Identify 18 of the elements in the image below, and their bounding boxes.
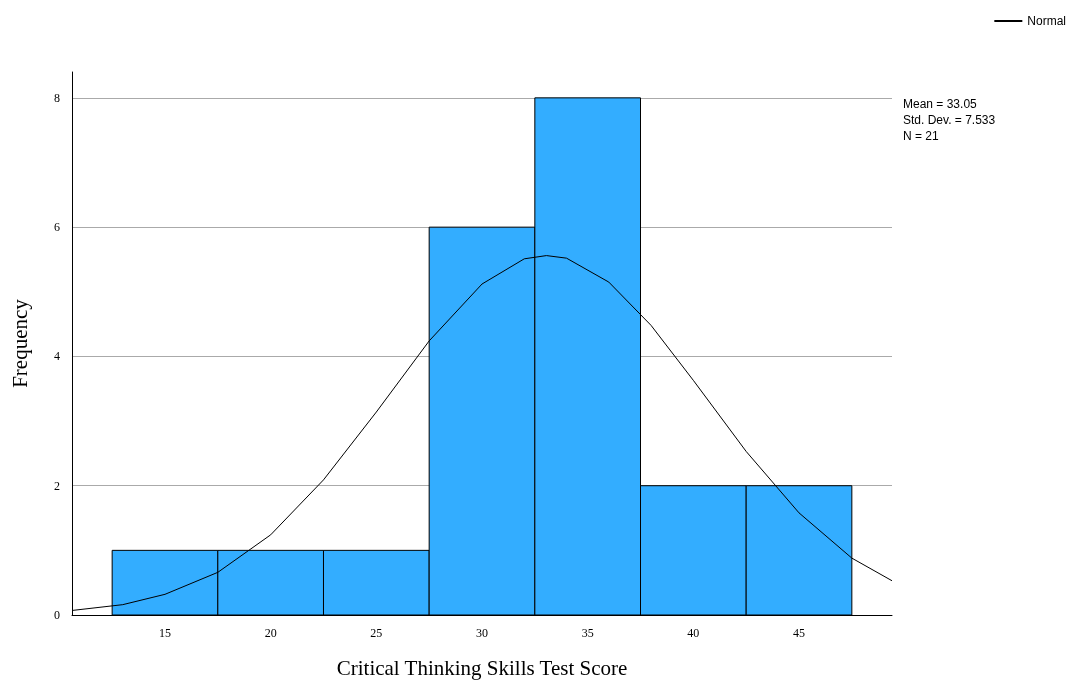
x-tick-label: 35 — [581, 626, 594, 640]
y-tick-label: 2 — [54, 478, 60, 493]
y-tick-label: 0 — [54, 608, 60, 622]
text: N = 21 — [903, 129, 940, 143]
x-axis-title: Critical Thinking Skills Test Score — [336, 655, 628, 680]
text: Mean = 33.05 — [903, 97, 978, 111]
x-tick-label: 45 — [793, 626, 806, 640]
text: Std. Dev. = 7.533 — [903, 113, 996, 127]
x-tick-label: 30 — [476, 626, 488, 640]
x-tick-label: 15 — [158, 626, 171, 640]
y-tick-label: 4 — [54, 349, 60, 364]
x-tick-label: 40 — [687, 626, 700, 640]
y-tick-label: 6 — [54, 220, 60, 235]
x-tick-label: 25 — [370, 626, 383, 640]
x-tick-label: 20 — [264, 626, 277, 640]
y-tick-label: 8 — [54, 90, 60, 105]
y-axis-title: Frequency — [7, 298, 32, 388]
legend-label: Normal — [1027, 14, 1066, 28]
